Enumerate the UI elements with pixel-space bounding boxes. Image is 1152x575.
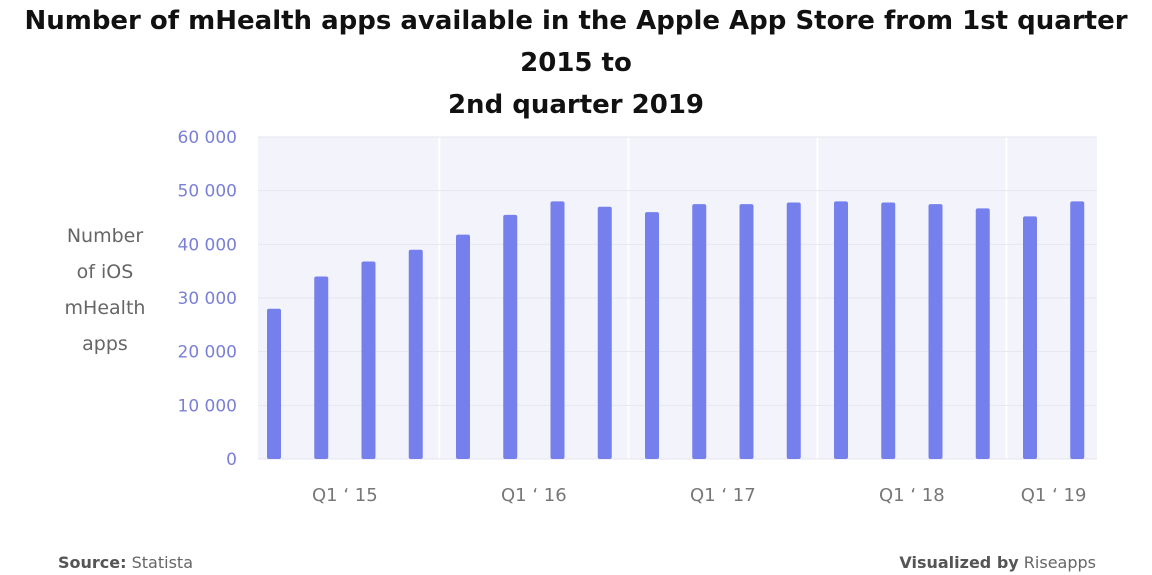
bar: [692, 204, 707, 459]
y-axis-title-line: of iOS: [76, 261, 134, 283]
chart-title-line-2: 2nd quarter 2019: [447, 90, 705, 120]
bar: [881, 202, 896, 459]
y-axis-title: Number of iOS mHealth apps: [50, 218, 160, 362]
x-tick-label: Q1 ‘ 17: [690, 485, 756, 506]
bar: [314, 276, 329, 459]
bar: [550, 201, 565, 459]
source-label: Source:: [58, 553, 127, 572]
y-tick-label: 20 000: [178, 343, 237, 363]
y-axis-title-line: Number: [66, 225, 144, 247]
bar: [1070, 201, 1085, 459]
bar: [361, 261, 376, 459]
visualized-value: Riseapps: [1023, 553, 1096, 572]
bar: [739, 204, 754, 459]
y-tick-label: 0: [226, 450, 237, 470]
bar: [975, 208, 990, 459]
y-tick-label: 40 000: [178, 235, 237, 255]
chart-title: Number of mHealth apps available in the …: [0, 0, 1152, 126]
y-axis-title-line: mHealth: [64, 297, 146, 319]
bar: [408, 249, 423, 459]
visualized-label: Visualized by: [899, 553, 1019, 572]
bar: [928, 204, 943, 459]
bar: [597, 206, 612, 459]
bar: [645, 212, 659, 459]
x-tick-label: Q1 ‘ 15: [312, 485, 378, 506]
source-note: Source: Statista: [58, 553, 193, 572]
bar: [503, 214, 518, 459]
source-value: Statista: [131, 553, 193, 572]
visualized-by-note: Visualized by Riseapps: [899, 553, 1096, 572]
y-axis-title-line: apps: [82, 333, 128, 355]
bar: [786, 202, 801, 459]
x-tick-label: Q1 ‘ 16: [501, 485, 567, 506]
chart-title-line-1: Number of mHealth apps available in the …: [24, 6, 1128, 78]
y-tick-label: 30 000: [178, 289, 237, 309]
y-tick-label: 50 000: [178, 182, 237, 202]
x-tick-label: Q1 ‘ 18: [879, 485, 945, 506]
bar: [834, 201, 848, 459]
bar: [456, 234, 470, 459]
y-tick-label: 60 000: [178, 128, 237, 148]
y-tick-label: 10 000: [178, 396, 237, 416]
bar: [1023, 216, 1037, 459]
bar: [267, 308, 281, 459]
x-tick-label: Q1 ‘ 19: [1021, 485, 1087, 506]
